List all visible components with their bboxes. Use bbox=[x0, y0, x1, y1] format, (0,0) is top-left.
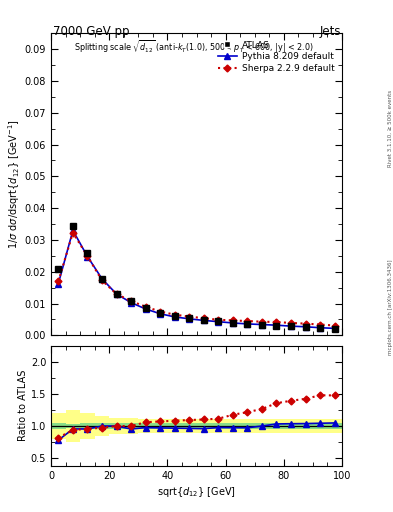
Bar bbox=[255, 419, 269, 433]
Bar bbox=[167, 419, 182, 433]
Bar bbox=[298, 419, 313, 433]
Bar bbox=[196, 423, 211, 429]
Bar bbox=[51, 423, 66, 429]
Bar bbox=[226, 419, 240, 433]
Bar bbox=[255, 423, 269, 429]
Text: Splitting scale $\sqrt{d_{12}}$ (anti-$k_T$(1.0), 500< $p_T$ < 600, |y| < 2.0): Splitting scale $\sqrt{d_{12}}$ (anti-$k… bbox=[74, 38, 314, 55]
Bar bbox=[153, 419, 167, 433]
Bar bbox=[327, 423, 342, 429]
Bar bbox=[138, 423, 153, 429]
Bar bbox=[240, 419, 255, 433]
Bar bbox=[66, 424, 80, 428]
Bar bbox=[269, 423, 284, 429]
Bar bbox=[95, 416, 109, 436]
Bar bbox=[80, 413, 95, 439]
Bar bbox=[226, 423, 240, 429]
X-axis label: sqrt{$d_{12}$} [GeV]: sqrt{$d_{12}$} [GeV] bbox=[157, 485, 236, 499]
Bar bbox=[211, 419, 226, 433]
Bar bbox=[313, 419, 327, 433]
Y-axis label: 1/$\sigma$ d$\sigma$/dsqrt{$d_{12}$} [GeV$^{-1}$]: 1/$\sigma$ d$\sigma$/dsqrt{$d_{12}$} [Ge… bbox=[6, 119, 22, 249]
Bar bbox=[51, 413, 66, 439]
Y-axis label: Ratio to ATLAS: Ratio to ATLAS bbox=[18, 370, 28, 441]
Text: Rivet 3.1.10, ≥ 500k events: Rivet 3.1.10, ≥ 500k events bbox=[388, 90, 393, 166]
Bar bbox=[109, 418, 124, 434]
Bar bbox=[167, 423, 182, 429]
Bar bbox=[182, 419, 196, 433]
Bar bbox=[109, 423, 124, 429]
Bar bbox=[284, 423, 298, 429]
Legend: ATLAS, Pythia 8.209 default, Sherpa 2.2.9 default: ATLAS, Pythia 8.209 default, Sherpa 2.2.… bbox=[215, 38, 338, 76]
Bar bbox=[240, 423, 255, 429]
Bar bbox=[313, 423, 327, 429]
Bar bbox=[211, 423, 226, 429]
Bar bbox=[182, 423, 196, 429]
Text: 7000 GeV pp: 7000 GeV pp bbox=[53, 25, 130, 37]
Bar bbox=[196, 419, 211, 433]
Bar bbox=[66, 410, 80, 442]
Text: mcplots.cern.ch [arXiv:1306.3436]: mcplots.cern.ch [arXiv:1306.3436] bbox=[388, 260, 393, 355]
Bar bbox=[124, 418, 138, 434]
Text: Jets: Jets bbox=[320, 25, 341, 37]
Bar bbox=[269, 419, 284, 433]
Bar bbox=[138, 419, 153, 433]
Bar bbox=[95, 423, 109, 429]
Bar bbox=[153, 423, 167, 429]
Bar bbox=[80, 423, 95, 429]
Bar bbox=[298, 423, 313, 429]
Bar bbox=[327, 419, 342, 433]
Bar bbox=[124, 423, 138, 429]
Bar bbox=[284, 419, 298, 433]
